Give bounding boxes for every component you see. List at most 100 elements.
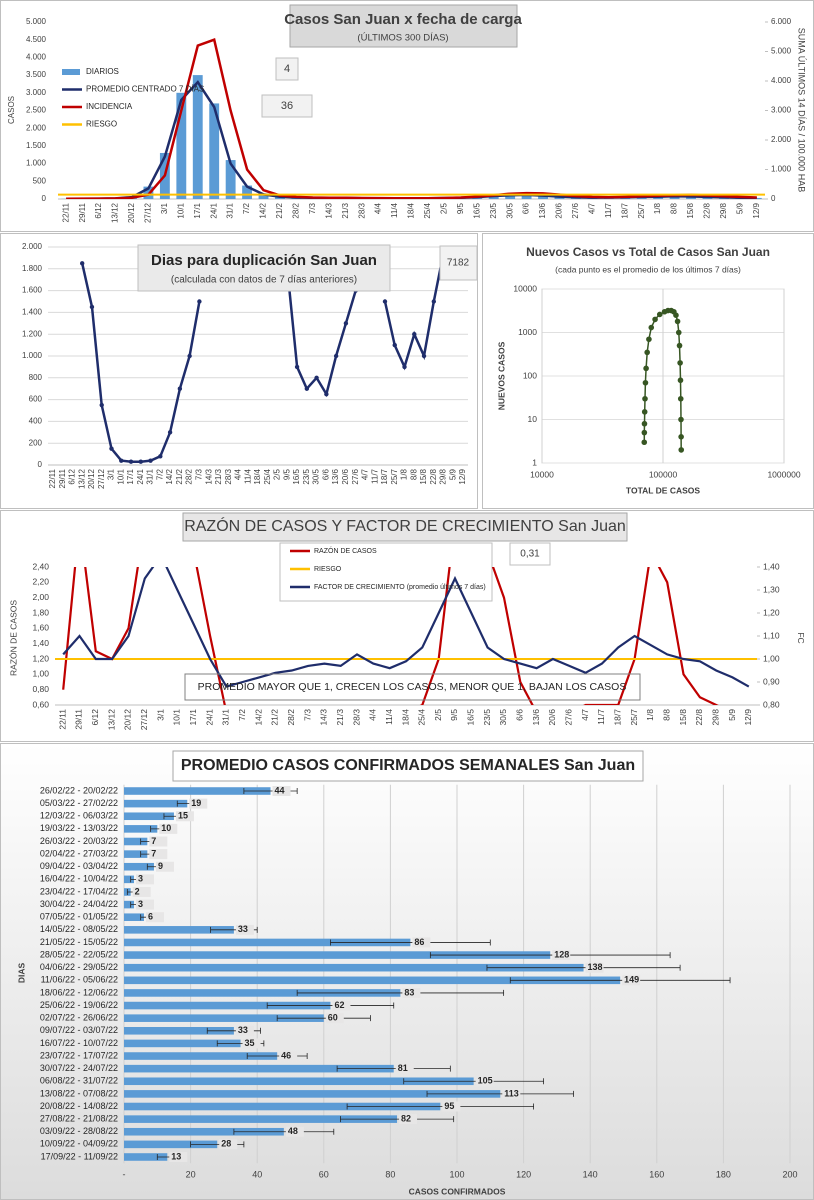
- value-label: 33: [238, 924, 248, 934]
- x-tick-label: 17/1: [193, 202, 202, 218]
- value-label: 83: [404, 987, 414, 997]
- x-tick-label: 29/8: [439, 468, 448, 484]
- line: [62, 567, 750, 688]
- panel: Casos San Juan x fecha de carga (ÚLTIMOS…: [0, 0, 814, 232]
- y-tick-label: 20/08/22 - 14/08/22: [40, 1101, 118, 1111]
- marker: [177, 386, 183, 391]
- x-tick-label: 2/5: [439, 202, 448, 214]
- y-tick-label: 1.200: [22, 329, 43, 338]
- y2-tick-label: 1,40: [763, 561, 780, 571]
- bar: [124, 825, 158, 833]
- y-tick-label: 23/07/22 - 17/07/22: [40, 1050, 118, 1060]
- panel: RAZÓN DE CASOS Y FACTOR DE CRECIMIENTO S…: [0, 510, 814, 742]
- x-tick-label: 11/7: [370, 468, 379, 484]
- marker: [412, 332, 417, 337]
- y-tick-label: 27/08/22 - 21/08/22: [40, 1114, 118, 1124]
- y-tick-label: 10/09/22 - 04/09/22: [40, 1139, 118, 1149]
- legend-label: FACTOR DE CRECIMIENTO (promedio últimos …: [314, 584, 486, 591]
- bar: [176, 92, 187, 199]
- y2-tick-label: 4.000: [771, 76, 792, 85]
- y-tick-label: 1.400: [22, 308, 43, 317]
- x-tick-label: 17/1: [126, 468, 135, 484]
- x-tick-label: 11/7: [596, 709, 606, 725]
- bar: [124, 1014, 324, 1022]
- y-tick-label: 13/08/22 - 07/08/22: [40, 1088, 118, 1098]
- x-tick-label: 21/2: [270, 709, 280, 726]
- chart-title: Casos San Juan x fecha de carga: [284, 11, 522, 28]
- value-label-bg: [399, 1114, 418, 1125]
- chart: Nuevos Casos vs Total de Casos San Juan …: [482, 233, 814, 509]
- x-tick-label: 6/12: [94, 202, 103, 218]
- y-tick-label: 500: [33, 176, 47, 185]
- chart-title: RAZÓN DE CASOS Y FACTOR DE CRECIMIENTO S…: [184, 516, 626, 535]
- annotation-box: [275, 57, 299, 81]
- value-label-bg: [395, 1063, 414, 1074]
- y2-tick-label: 0,80: [763, 699, 780, 709]
- y-tick-label: 2.000: [26, 123, 47, 132]
- x-tick-label: 28/3: [357, 202, 366, 218]
- error-bar: [266, 1002, 395, 1009]
- title-box: [137, 244, 391, 292]
- x-tick-label: 7/3: [195, 468, 204, 480]
- x-tick-label: 2/5: [273, 468, 282, 480]
- error-bar: [340, 1116, 455, 1123]
- x-tick-label: 22/8: [429, 468, 438, 484]
- x-tick-label: 24/1: [136, 468, 145, 484]
- x-tick-label: 20/6: [341, 468, 350, 484]
- x-tick-label: 15/8: [419, 468, 428, 484]
- point: [678, 434, 684, 440]
- x-tick-label: 20: [186, 1170, 196, 1180]
- x-tick-label: 100: [449, 1170, 464, 1180]
- value-label-bg: [155, 861, 174, 872]
- bar: [124, 787, 271, 795]
- x-tick-label: 13/12: [111, 202, 120, 223]
- legend-label: RAZÓN DE CASOS: [314, 546, 377, 555]
- bar: [124, 913, 144, 921]
- marker: [314, 375, 319, 380]
- bar: [124, 1115, 398, 1123]
- x-tick-label: 23/5: [302, 468, 311, 484]
- x-tick-label: 180: [716, 1170, 731, 1180]
- value-label: 48: [288, 1126, 298, 1136]
- value-label-bg: [272, 786, 291, 797]
- y-tick-label: 1.000: [26, 159, 47, 168]
- chart: RAZÓN DE CASOS Y FACTOR DE CRECIMIENTO S…: [0, 510, 814, 742]
- bar: [488, 195, 499, 199]
- marker: [294, 364, 300, 370]
- x-tick-label: 20/6: [555, 202, 564, 218]
- x-tick-label: 22/11: [57, 709, 67, 730]
- bar: [192, 75, 203, 199]
- x-tick-label: 140: [583, 1170, 598, 1180]
- y-tick-label: 1,00: [32, 669, 49, 679]
- x-tick-label: 21/3: [341, 202, 350, 218]
- value-label: 60: [328, 1013, 338, 1023]
- marker: [148, 458, 153, 463]
- x-tick-label: 10/1: [172, 709, 182, 726]
- value-label-bg: [442, 1101, 461, 1112]
- x-tick-label: 29/8: [719, 202, 728, 218]
- y-tick-label: 2,20: [32, 577, 49, 587]
- point: [652, 316, 658, 323]
- x-tick-label: 30/5: [312, 468, 321, 484]
- x-tick-label: 12/9: [752, 202, 761, 218]
- y-tick-label: 1.500: [26, 141, 47, 150]
- chart-title: PROMEDIO CASOS CONFIRMADOS SEMANALES San…: [181, 757, 635, 774]
- y2-axis-label: SUMA ÚLTIMOS 14 DÍAS / 100.000 HAB: [797, 28, 807, 192]
- marker: [109, 446, 114, 451]
- error-bar: [403, 1078, 544, 1085]
- value-label: 128: [554, 949, 569, 959]
- x-tick-label: 12/9: [458, 468, 467, 484]
- point: [677, 377, 684, 384]
- value-label-bg: [235, 1025, 254, 1036]
- x-tick-label: 21/3: [214, 468, 223, 484]
- value-label-bg: [502, 1088, 521, 1099]
- marker: [304, 386, 310, 391]
- x-tick-label: 6/12: [68, 468, 77, 484]
- x-tick-label: 4/7: [580, 709, 590, 721]
- x-tick-label: 13/12: [106, 709, 116, 731]
- bar: [124, 812, 174, 821]
- x-tick-label: 6/12: [90, 709, 100, 726]
- y-tick-label: 4.000: [26, 53, 47, 62]
- x-tick-label: 16/5: [466, 709, 476, 726]
